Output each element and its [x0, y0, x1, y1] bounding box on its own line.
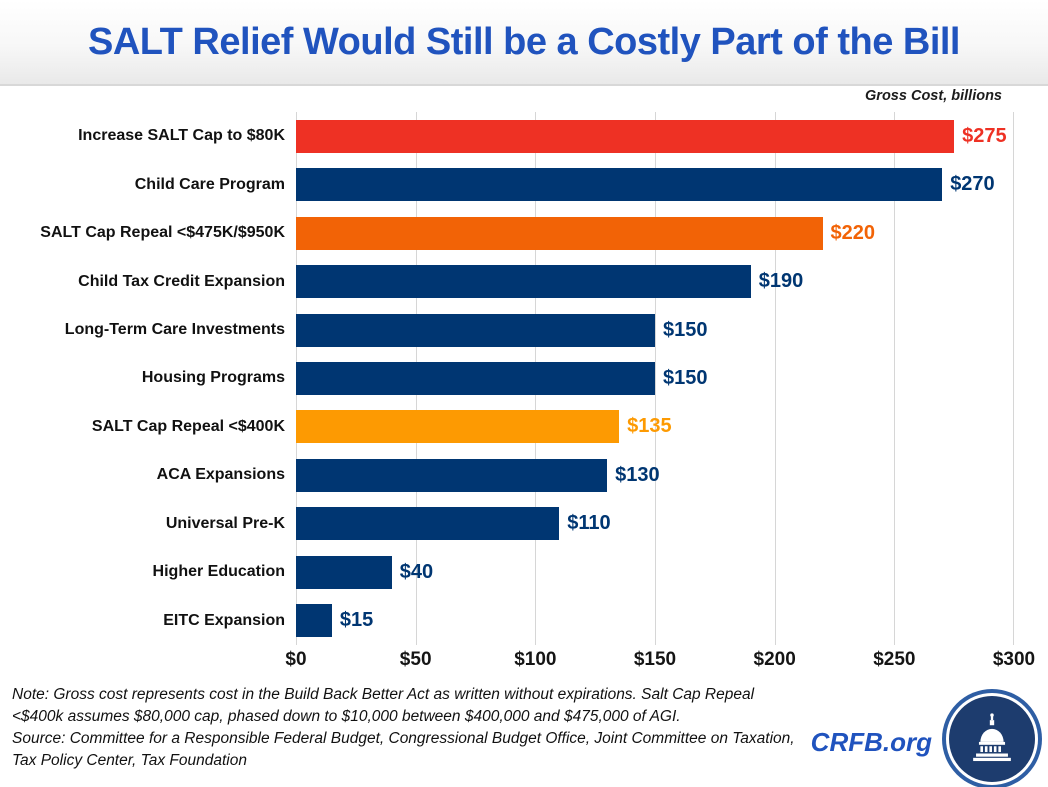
source-line-1: Source: Committee for a Responsible Fede…	[12, 730, 795, 747]
bar	[296, 458, 608, 492]
bar-row: $40	[296, 548, 1014, 596]
x-axis-tick-label: $250	[873, 649, 916, 670]
bar	[296, 216, 823, 250]
bar	[296, 555, 392, 589]
bar-row: $135	[296, 403, 1014, 451]
bar	[296, 119, 955, 153]
category-label: ACA Expansions	[156, 466, 285, 484]
bar-row: $220	[296, 209, 1014, 257]
bar-value-label: $270	[950, 173, 995, 196]
bar	[296, 168, 943, 202]
bar-value-label: $15	[339, 609, 374, 632]
bar-row: $150	[296, 354, 1014, 402]
bar-row: $150	[296, 306, 1014, 354]
x-axis-tick-label: $200	[753, 649, 796, 670]
bar-value-label: $150	[663, 318, 708, 341]
source-line-2: Tax Policy Center, Tax Foundation	[12, 752, 247, 769]
bar-value-label: $110	[567, 512, 611, 535]
bar-value-label: $275	[962, 124, 1007, 147]
bar-row: $275	[296, 112, 1014, 160]
bar	[296, 507, 560, 541]
bar-row: $110	[296, 500, 1014, 548]
category-label: Universal Pre-K	[165, 514, 285, 532]
bar	[296, 361, 655, 395]
category-label: Higher Education	[152, 563, 285, 581]
crfb-logo	[942, 689, 1042, 787]
category-label: SALT Cap Repeal <$400K	[91, 417, 285, 435]
category-label: Long-Term Care Investments	[64, 321, 285, 339]
bar	[296, 265, 751, 299]
bar-value-label: $135	[627, 415, 672, 438]
category-label: SALT Cap Repeal <$475K/$950K	[40, 224, 285, 242]
category-label: Increase SALT Cap to $80K	[78, 127, 285, 145]
bar	[296, 410, 620, 444]
category-label: Child Care Program	[134, 175, 285, 193]
capitol-dome-icon	[949, 696, 1035, 782]
plot-area: $275 $270 $220 $190 $150 $150 $135 $130 $110 $40 $…	[296, 112, 1014, 645]
category-labels-column: Increase SALT Cap to $80K Child Care Prog…	[0, 112, 296, 645]
bar-row: $190	[296, 257, 1014, 305]
units-label: Gross Cost, billions	[865, 88, 1002, 104]
page-title: SALT Relief Would Still be a Costly Part…	[87, 20, 961, 63]
category-label: Child Tax Credit Expansion	[78, 272, 285, 290]
bar-row: $270	[296, 160, 1014, 208]
units-row: Gross Cost, billions	[0, 86, 1048, 112]
x-axis-tick-label: $150	[633, 649, 677, 670]
x-axis-tick-label: $300	[992, 649, 1036, 670]
bar	[296, 313, 655, 347]
note-line-2: <$400k assumes $80,000 cap, phased down …	[12, 708, 681, 725]
bar-value-label: $150	[663, 366, 708, 389]
category-label: Housing Programs	[141, 369, 285, 387]
footnote: Note: Gross cost represents cost in the …	[12, 684, 822, 772]
bar-value-label: $190	[758, 270, 804, 293]
crfb-wordmark-link[interactable]: CRFB.org	[810, 727, 932, 757]
x-axis: $0 $50 $100 $150 $200 $250 $300	[285, 645, 1035, 675]
crfb-logo-ring	[946, 693, 1038, 785]
bar-chart: Increase SALT Cap to $80K Child Care Prog…	[0, 112, 1048, 645]
x-axis-tick-label: $0	[285, 649, 307, 670]
x-axis-tick-label: $50	[399, 649, 432, 670]
title-band: SALT Relief Would Still be a Costly Part…	[0, 0, 1048, 86]
bar	[296, 604, 332, 638]
bar-value-label: $40	[399, 560, 434, 583]
bar-value-label: $220	[830, 221, 876, 244]
category-label: EITC Expansion	[163, 611, 285, 629]
note-line-1: Note: Gross cost represents cost in the …	[12, 686, 755, 703]
bar-row: $130	[296, 451, 1014, 499]
bar-value-label: $130	[615, 463, 660, 486]
bar-row: $15	[296, 597, 1014, 645]
x-axis-tick-label: $100	[514, 649, 557, 670]
